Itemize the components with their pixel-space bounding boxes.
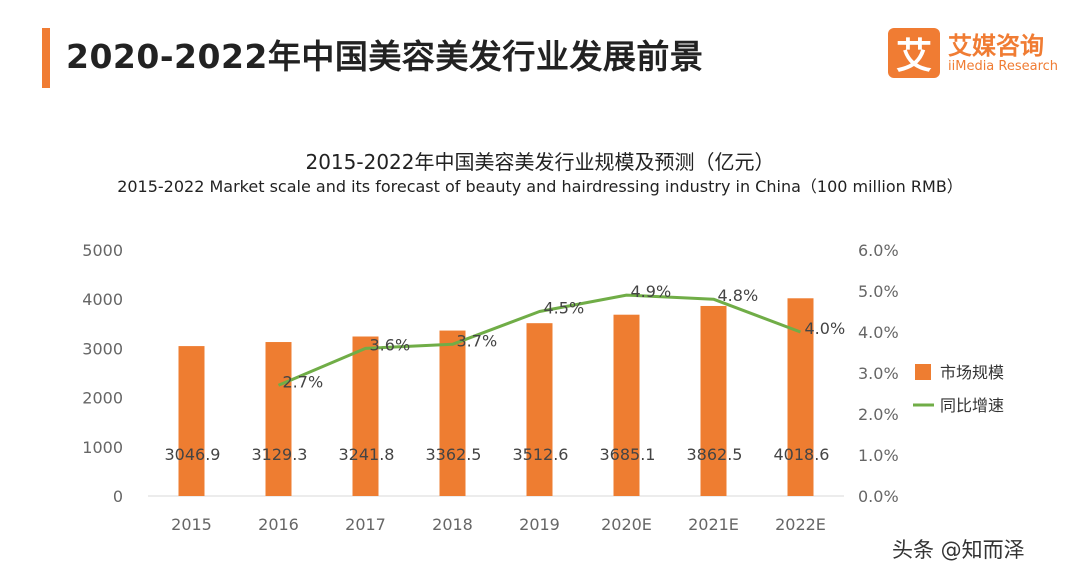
growth-rate-line <box>277 293 802 387</box>
line-data-label: 4.8% <box>718 286 759 305</box>
chart-subtitle: 2015-2022 Market scale and its forecast … <box>117 177 963 196</box>
y-right-tick-label: 5.0% <box>858 282 899 301</box>
y-left-tick-label: 4000 <box>82 290 123 309</box>
legend-bar-label: 市场规模 <box>940 363 1004 382</box>
line-data-label: 2.7% <box>283 372 324 391</box>
x-tick-label: 2022E <box>775 515 826 534</box>
bar <box>613 314 640 496</box>
line-data-label: 4.9% <box>631 282 672 301</box>
title-accent-bar <box>42 28 50 88</box>
bar-data-label: 3685.1 <box>600 445 656 464</box>
brand-logo: 艾 艾媒咨询 iiMedia Research <box>888 26 1060 82</box>
bar <box>178 346 205 496</box>
bar <box>265 342 292 496</box>
legend-line-label: 同比增速 <box>940 396 1004 415</box>
bar <box>439 330 466 496</box>
bar-data-label: 3241.8 <box>339 445 395 464</box>
bar <box>352 336 379 496</box>
x-tick-label: 2020E <box>601 515 652 534</box>
bar-data-label: 4018.6 <box>774 445 830 464</box>
logo-name-cn: 艾媒咨询 <box>948 32 1044 60</box>
line-data-label: 4.5% <box>544 299 585 318</box>
logo-mark-icon: 艾 <box>888 28 940 78</box>
y-left-tick-label: 1000 <box>82 438 123 457</box>
line-data-label: 3.6% <box>370 335 411 354</box>
bar-data-label: 3862.5 <box>687 445 743 464</box>
y-left-tick-label: 0 <box>113 487 123 506</box>
bar-data-label: 3129.3 <box>252 445 308 464</box>
x-tick-label: 2017 <box>345 515 386 534</box>
y-left-tick-label: 5000 <box>82 241 123 260</box>
x-tick-label: 2016 <box>258 515 299 534</box>
bar <box>700 305 727 496</box>
y-left-tick-label: 2000 <box>82 389 123 408</box>
page-title: 2020-2022年中国美容美发行业发展前景 <box>66 37 704 76</box>
legend-bar-swatch <box>915 364 931 380</box>
watermark: 头条 @知而泽 <box>892 538 1025 562</box>
line-data-label: 4.0% <box>805 319 846 338</box>
y-right-tick-label: 6.0% <box>858 241 899 260</box>
x-tick-label: 2021E <box>688 515 739 534</box>
bar-data-label: 3362.5 <box>426 445 482 464</box>
chart-title: 2015-2022年中国美容美发行业规模及预测（亿元） <box>305 150 775 174</box>
logo-name-en: iiMedia Research <box>948 59 1059 74</box>
bar-data-label: 3046.9 <box>165 445 221 464</box>
x-tick-label: 2015 <box>171 515 212 534</box>
y-right-tick-label: 0.0% <box>858 487 899 506</box>
y-right-tick-label: 2.0% <box>858 405 899 424</box>
y-right-tick-label: 4.0% <box>858 323 899 342</box>
y-left-tick-label: 3000 <box>82 339 123 358</box>
y-right-tick-label: 1.0% <box>858 446 899 465</box>
x-tick-label: 2019 <box>519 515 560 534</box>
bar <box>526 323 553 496</box>
line-data-label: 3.7% <box>457 331 498 350</box>
bar-data-label: 3512.6 <box>513 445 569 464</box>
x-tick-label: 2018 <box>432 515 473 534</box>
y-right-tick-label: 3.0% <box>858 364 899 383</box>
